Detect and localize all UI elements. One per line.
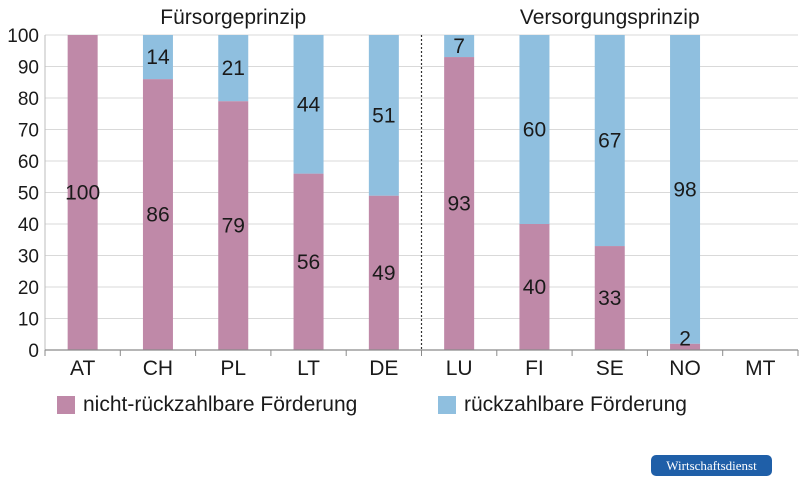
bar-lu-rueckzahlbar [444,35,475,58]
axes: 0 10 20 30 40 50 60 70 80 90 100 AT CH PL LT DE LU FI SE NO… [7,26,799,380]
y-tick-label-10: 10 [18,310,39,331]
data-label-at-nicht-rueckzahlbar: 100 [65,182,100,205]
bar-lu-nicht-rueckzahlbar [444,57,475,351]
bar-fi-nicht-rueckzahlbar [519,224,550,350]
bar-pl-rueckzahlbar [218,35,249,102]
publisher-badge: Wirtschaftsdienst [651,455,772,476]
bar-lt-nicht-rueckzahlbar [293,173,324,350]
data-label-no-rueckzahlbar: 98 [673,178,696,201]
bar-pl-nicht-rueckzahlbar [218,101,249,351]
legend-label-nicht-rueckzahlbar: nicht-rückzahlbare Förderung [83,393,358,416]
legend-swatch-rueckzahlbar [438,396,456,414]
bars [67,35,701,351]
x-tick-label-lt: LT [297,357,320,380]
x-tick-label-se: SE [596,357,624,380]
group-title-fuersorgeprinzip: Fürsorgeprinzip [160,6,306,29]
data-label-fi-nicht-rueckzahlbar: 40 [523,276,546,299]
bar-ch-rueckzahlbar [142,35,173,80]
data-label-ch-nicht-rueckzahlbar: 86 [146,204,169,227]
group-title-versorgungsprinzip: Versorgungsprinzip [520,6,700,29]
y-tick-label-30: 30 [18,247,39,268]
data-label-lt-nicht-rueckzahlbar: 56 [297,251,320,274]
bar-no-nicht-rueckzahlbar [670,343,701,350]
bar-lt-rueckzahlbar [293,35,324,174]
legend-label-rueckzahlbar: rückzahlbare Förderung [464,393,687,416]
data-label-pl-nicht-rueckzahlbar: 79 [222,215,245,238]
legend-swatch-nicht-rueckzahlbar [57,396,75,414]
data-label-se-rueckzahlbar: 67 [598,130,621,153]
bar-se-nicht-rueckzahlbar [594,246,625,350]
data-label-de-rueckzahlbar: 51 [372,104,395,127]
bar-fi-rueckzahlbar [519,35,550,224]
data-label-ch-rueckzahlbar: 14 [146,46,170,69]
bar-at-nicht-rueckzahlbar [67,35,98,350]
data-labels: 100 86 14 79 21 56 44 49 51 93 7 40 60 33 67 2 98 [65,35,697,351]
bar-se-rueckzahlbar [594,35,625,247]
y-tick-label-60: 60 [18,152,39,173]
data-label-pl-rueckzahlbar: 21 [222,57,245,80]
y-tick-label-0: 0 [28,341,39,362]
data-label-de-nicht-rueckzahlbar: 49 [372,262,395,285]
y-tick-label-40: 40 [18,215,39,236]
data-label-lu-nicht-rueckzahlbar: 93 [447,193,470,216]
legend: nicht-rückzahlbare Förderung rückzahlbar… [0,393,800,423]
y-tick-label-20: 20 [18,278,39,299]
bar-de-nicht-rueckzahlbar [368,195,399,350]
x-tick-label-no: NO [669,357,701,380]
legend-item-nicht-rueckzahlbar: nicht-rückzahlbare Förderung [57,393,357,417]
y-tick-label-90: 90 [18,58,39,79]
x-tick-label-mt: MT [745,357,775,380]
x-tick-label-fi: FI [525,357,544,380]
data-label-lu-rueckzahlbar: 7 [453,35,465,58]
data-label-fi-rueckzahlbar: 60 [523,119,546,142]
x-tick-label-de: DE [369,357,398,380]
y-tick-label-100: 100 [7,26,39,47]
legend-item-rueckzahlbar: rückzahlbare Förderung [438,393,687,417]
bar-no-rueckzahlbar [670,35,701,344]
data-label-lt-rueckzahlbar: 44 [297,93,321,116]
x-tick-label-lu: LU [446,357,473,380]
data-label-no-nicht-rueckzahlbar: 2 [679,328,691,351]
data-label-se-nicht-rueckzahlbar: 33 [598,287,621,310]
bar-ch-nicht-rueckzahlbar [142,79,173,350]
x-tick-label-pl: PL [220,357,246,380]
y-tick-label-80: 80 [18,89,39,110]
y-tick-label-50: 50 [18,184,39,205]
bar-de-rueckzahlbar [368,35,399,196]
y-tick-label-70: 70 [18,121,39,142]
x-tick-label-ch: CH [143,357,173,380]
x-tick-label-at: AT [70,357,95,380]
